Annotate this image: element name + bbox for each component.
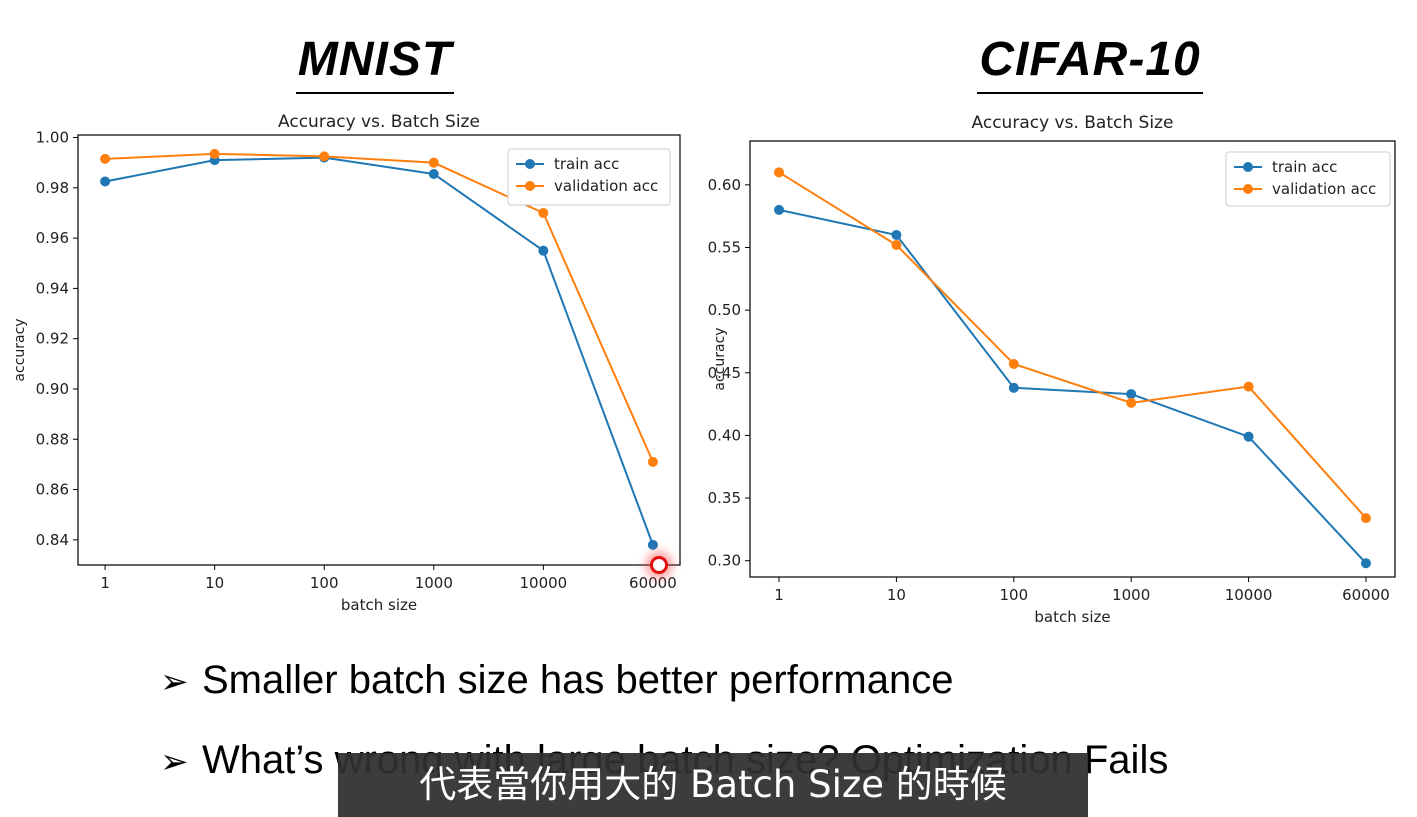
y-tick-label: 0.88 — [36, 430, 69, 448]
series-line-validation — [105, 152, 654, 463]
data-point-train — [1243, 431, 1254, 442]
legend-marker — [1243, 184, 1253, 194]
legend-label: validation acc — [554, 177, 658, 195]
mnist-accuracy-chart: Accuracy vs. Batch Size 0.84 0.86 0.88 0.90 0… — [12, 112, 681, 614]
plot-frame — [749, 140, 1396, 578]
data-point-train — [647, 539, 658, 550]
x-tick-label: 10000 — [1225, 586, 1273, 604]
video-subtitle: 代表當你用大的 Batch Size 的時候 — [338, 753, 1088, 817]
data-point-train — [774, 204, 785, 215]
x-tick-label: 1000 — [1112, 586, 1150, 604]
y-axis-label: accuracy — [12, 318, 28, 381]
legend-label: train acc — [1272, 158, 1337, 176]
plot-frame — [77, 134, 681, 566]
y-tick-label: 0.55 — [708, 238, 741, 256]
x-tick-label: 60000 — [1342, 586, 1390, 604]
series-line-train — [104, 156, 654, 546]
y-tick-label: 0.90 — [36, 380, 69, 398]
x-axis-label: batch size — [1034, 608, 1110, 626]
y-tick-label: 0.30 — [708, 552, 741, 570]
data-point-validation — [647, 456, 658, 467]
data-point-train — [1126, 389, 1137, 400]
data-point-train — [100, 176, 111, 187]
x-tick-label: 100 — [999, 586, 1028, 604]
y-tick-label: 0.50 — [708, 301, 741, 319]
y-tick-label: 0.45 — [708, 364, 741, 382]
mnist-heading: MNIST — [250, 30, 500, 94]
x-tick-label: 10 — [887, 586, 906, 604]
legend-marker — [525, 159, 535, 169]
data-point-validation — [209, 148, 220, 159]
legend-marker — [1243, 162, 1253, 172]
x-tick-label: 1 — [100, 574, 110, 592]
y-tick-label: 1.00 — [36, 129, 69, 147]
cifar10-accuracy-chart: Accuracy vs. Batch Size 0.30 0.35 0.40 0.45 0… — [708, 113, 1396, 626]
data-point-validation — [1360, 513, 1371, 524]
x-tick-label: 60000 — [629, 574, 677, 592]
x-tick-label: 1000 — [415, 574, 453, 592]
arrow-bullet-icon: ➢ — [160, 663, 189, 701]
cifar-heading-text: CIFAR-10 — [977, 30, 1203, 94]
y-tick-label: 0.86 — [36, 481, 69, 499]
data-point-train — [538, 245, 549, 256]
bullet-smaller-batch: ➢ Smaller batch size has better performan… — [160, 656, 953, 706]
mnist-heading-text: MNIST — [295, 30, 455, 94]
data-point-train — [891, 229, 902, 240]
bullet-text: Smaller batch size has better performanc… — [202, 658, 954, 702]
y-tick-label: 0.60 — [708, 176, 741, 194]
x-tick-label: 100 — [310, 574, 339, 592]
data-point-validation — [100, 153, 111, 164]
y-tick-label: 0.94 — [36, 279, 69, 297]
legend-label: train acc — [554, 155, 619, 173]
chart-title: Accuracy vs. Batch Size — [278, 112, 480, 132]
y-tick-label: 0.35 — [708, 489, 741, 507]
data-point-train — [1008, 382, 1019, 393]
data-point-validation — [538, 207, 549, 218]
y-axis-label: accuracy — [712, 327, 728, 390]
cifar-heading: CIFAR-10 — [960, 30, 1220, 94]
data-point-validation — [319, 151, 330, 162]
y-tick-label: 0.84 — [36, 531, 69, 549]
x-tick-label: 10000 — [519, 574, 567, 592]
y-tick-label: 0.98 — [36, 179, 69, 197]
series-line-train — [778, 208, 1367, 564]
x-tick-label: 1 — [774, 586, 784, 604]
arrow-bullet-icon: ➢ — [160, 743, 189, 781]
series-line-validation — [778, 171, 1367, 519]
data-point-validation — [1126, 397, 1137, 408]
x-tick-label: 10 — [205, 574, 224, 592]
y-tick-label: 0.96 — [36, 229, 69, 247]
legend-label: validation acc — [1272, 180, 1376, 198]
pointer-cursor-icon — [650, 556, 668, 574]
chart-title: Accuracy vs. Batch Size — [972, 113, 1174, 133]
data-point-validation — [891, 239, 902, 250]
x-axis-label: batch size — [341, 596, 417, 614]
legend-box — [507, 148, 671, 206]
data-point-train — [1360, 558, 1371, 569]
data-point-validation — [428, 157, 439, 168]
legend-marker — [525, 181, 535, 191]
legend-box — [1225, 151, 1391, 207]
data-point-validation — [1008, 359, 1019, 370]
y-tick-label: 0.40 — [708, 426, 741, 444]
y-tick-label: 0.92 — [36, 330, 69, 348]
data-point-validation — [774, 167, 785, 178]
data-point-train — [428, 168, 439, 179]
data-point-validation — [1243, 381, 1254, 392]
